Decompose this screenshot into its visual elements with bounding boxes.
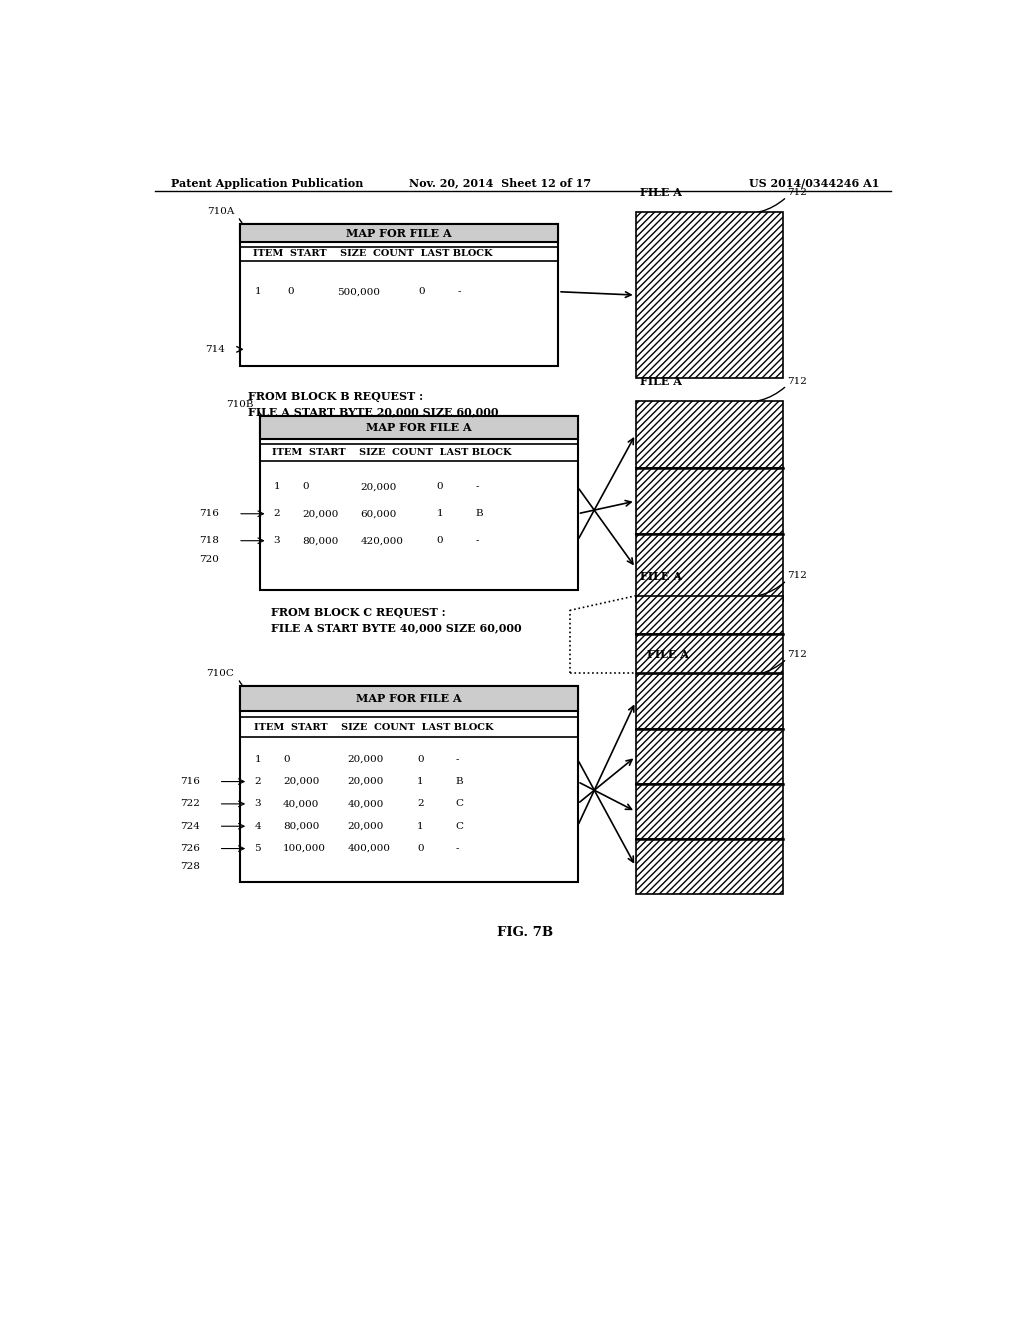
Text: C: C bbox=[456, 800, 464, 808]
Text: 716: 716 bbox=[200, 510, 219, 519]
Text: 712: 712 bbox=[786, 572, 807, 581]
Text: C: C bbox=[456, 822, 464, 830]
Text: 40,000: 40,000 bbox=[283, 800, 319, 808]
Text: MAP FOR FILE A: MAP FOR FILE A bbox=[356, 693, 462, 704]
Text: 710B: 710B bbox=[226, 400, 254, 409]
Text: MAP FOR FILE A: MAP FOR FILE A bbox=[366, 422, 471, 433]
Bar bbox=[241, 224, 558, 243]
Text: 712: 712 bbox=[786, 376, 807, 385]
Text: 0: 0 bbox=[417, 843, 424, 853]
Text: B: B bbox=[456, 777, 464, 787]
Text: 420,000: 420,000 bbox=[360, 536, 403, 545]
Text: 722: 722 bbox=[180, 800, 200, 808]
Text: 718: 718 bbox=[200, 536, 219, 545]
Bar bbox=[636, 729, 783, 784]
Text: 3: 3 bbox=[254, 800, 261, 808]
Text: 1: 1 bbox=[436, 510, 443, 519]
Text: FILE A: FILE A bbox=[647, 649, 689, 660]
Text: FROM BLOCK C REQUEST :
FILE A START BYTE 40,000 SIZE 60,000: FROM BLOCK C REQUEST : FILE A START BYTE… bbox=[271, 607, 522, 634]
Text: 728: 728 bbox=[180, 862, 200, 871]
Text: ITEM  START    SIZE  COUNT  LAST BLOCK: ITEM START SIZE COUNT LAST BLOCK bbox=[272, 449, 512, 457]
Bar bbox=[636, 401, 783, 467]
Text: 1: 1 bbox=[417, 777, 424, 787]
Text: 5: 5 bbox=[254, 843, 261, 853]
Text: 20,000: 20,000 bbox=[360, 482, 397, 491]
Text: 80,000: 80,000 bbox=[302, 536, 339, 545]
Text: FILE A: FILE A bbox=[640, 187, 681, 198]
Text: -: - bbox=[456, 843, 460, 853]
Text: 0: 0 bbox=[436, 536, 443, 545]
Text: 60,000: 60,000 bbox=[360, 510, 397, 519]
Text: Patent Application Publication: Patent Application Publication bbox=[171, 178, 362, 189]
Text: 4: 4 bbox=[254, 822, 261, 830]
Text: -: - bbox=[475, 536, 478, 545]
Text: 500,000: 500,000 bbox=[337, 288, 380, 296]
Bar bbox=[636, 535, 783, 601]
Bar bbox=[241, 224, 558, 367]
Text: MAP FOR FILE A: MAP FOR FILE A bbox=[346, 227, 452, 239]
Text: 0: 0 bbox=[287, 288, 294, 296]
Text: 0: 0 bbox=[436, 482, 443, 491]
Bar bbox=[260, 416, 578, 438]
Text: ITEM  START    SIZE  COUNT  LAST BLOCK: ITEM START SIZE COUNT LAST BLOCK bbox=[254, 722, 494, 731]
Text: 0: 0 bbox=[283, 755, 290, 764]
Text: -: - bbox=[475, 482, 478, 491]
Bar bbox=[636, 595, 783, 635]
Text: -: - bbox=[458, 288, 461, 296]
Text: 716: 716 bbox=[180, 777, 200, 787]
Text: 724: 724 bbox=[180, 822, 200, 830]
Text: 1: 1 bbox=[254, 755, 261, 764]
Text: 710A: 710A bbox=[207, 207, 234, 216]
Bar bbox=[636, 675, 783, 729]
Text: 1: 1 bbox=[417, 822, 424, 830]
Text: 1: 1 bbox=[254, 288, 261, 296]
Text: 20,000: 20,000 bbox=[347, 755, 384, 764]
Text: 2: 2 bbox=[254, 777, 261, 787]
Bar bbox=[241, 686, 578, 711]
Text: 20,000: 20,000 bbox=[347, 822, 384, 830]
Text: 0: 0 bbox=[417, 755, 424, 764]
Text: 712: 712 bbox=[786, 187, 807, 197]
Text: 714: 714 bbox=[205, 345, 225, 354]
Text: 0: 0 bbox=[419, 288, 425, 296]
Bar bbox=[636, 467, 783, 535]
Bar bbox=[636, 840, 783, 894]
Text: FILE A: FILE A bbox=[640, 376, 681, 387]
Text: 712: 712 bbox=[786, 649, 807, 659]
Text: 20,000: 20,000 bbox=[302, 510, 339, 519]
Text: 1: 1 bbox=[273, 482, 281, 491]
Bar bbox=[260, 416, 578, 590]
Text: -: - bbox=[456, 755, 460, 764]
Text: Nov. 20, 2014  Sheet 12 of 17: Nov. 20, 2014 Sheet 12 of 17 bbox=[409, 178, 591, 189]
Text: B: B bbox=[475, 510, 483, 519]
Bar bbox=[636, 213, 783, 378]
Text: 0: 0 bbox=[302, 482, 309, 491]
Text: 100,000: 100,000 bbox=[283, 843, 326, 853]
Text: 3: 3 bbox=[273, 536, 281, 545]
Text: US 2014/0344246 A1: US 2014/0344246 A1 bbox=[750, 178, 880, 189]
Text: 400,000: 400,000 bbox=[347, 843, 390, 853]
Bar bbox=[636, 635, 783, 673]
Text: 710C: 710C bbox=[206, 669, 234, 678]
Text: 726: 726 bbox=[180, 843, 200, 853]
Text: 40,000: 40,000 bbox=[347, 800, 384, 808]
Text: 2: 2 bbox=[417, 800, 424, 808]
Text: 20,000: 20,000 bbox=[283, 777, 319, 787]
Text: FROM BLOCK B REQUEST :
FILE A START BYTE 20,000 SIZE 60,000: FROM BLOCK B REQUEST : FILE A START BYTE… bbox=[248, 391, 499, 417]
Bar bbox=[636, 784, 783, 840]
Bar bbox=[241, 686, 578, 882]
Text: 720: 720 bbox=[200, 556, 219, 565]
Text: 80,000: 80,000 bbox=[283, 822, 319, 830]
Text: FILE A: FILE A bbox=[640, 572, 681, 582]
Text: ITEM  START    SIZE  COUNT  LAST BLOCK: ITEM START SIZE COUNT LAST BLOCK bbox=[253, 249, 493, 259]
Text: 2: 2 bbox=[273, 510, 281, 519]
Text: FIG. 7B: FIG. 7B bbox=[497, 925, 553, 939]
Text: 20,000: 20,000 bbox=[347, 777, 384, 787]
